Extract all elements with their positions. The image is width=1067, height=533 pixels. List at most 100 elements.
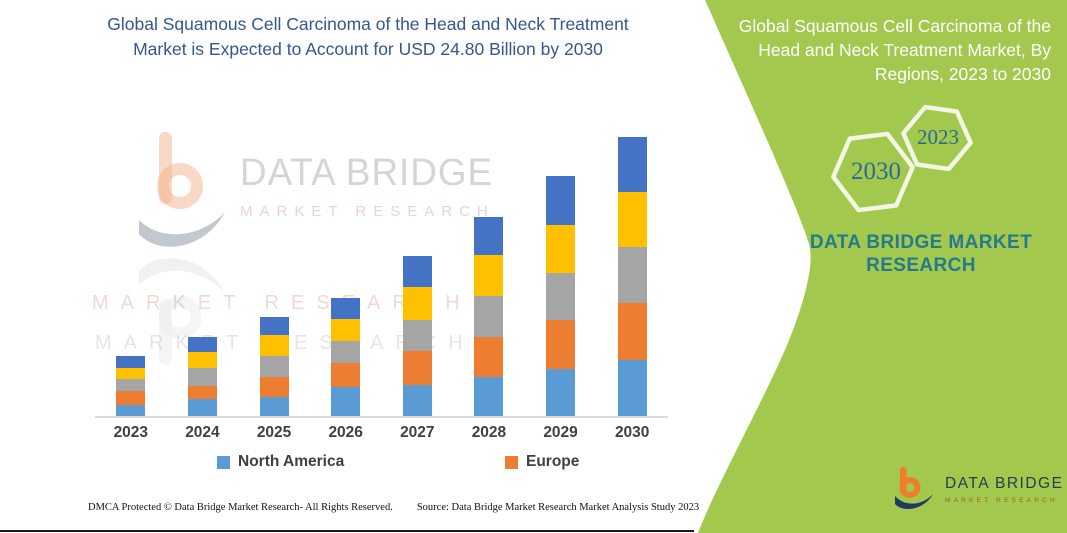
bar-segment <box>546 176 576 225</box>
bar-segment <box>402 286 432 321</box>
bar-segment <box>116 391 146 405</box>
panel-title: Global Squamous Cell Carcinoma of the He… <box>738 16 1051 84</box>
bar-segment <box>402 256 432 287</box>
bar-segment <box>617 359 647 416</box>
bar-column-2024 <box>167 130 239 416</box>
chart-title: Global Squamous Cell Carcinoma of the He… <box>107 14 629 59</box>
logo-brand-text: DATA BRIDGE <box>945 474 1064 492</box>
plot-area <box>95 130 668 418</box>
bar-segment <box>116 378 146 392</box>
legend-label: Europe <box>526 453 580 470</box>
bar-segment <box>187 385 217 400</box>
company-logo: DATA BRIDGE MARKET RESEARCH <box>893 466 1063 512</box>
legend-swatch-icon <box>217 455 230 469</box>
bar-segment <box>259 376 289 397</box>
hexagon-2030-icon <box>831 131 915 213</box>
x-tick-label: 2024 <box>185 424 220 441</box>
bar-segment <box>474 337 504 377</box>
watermark-reflection <box>133 244 501 369</box>
bar-segment <box>187 399 217 416</box>
bar-segment <box>187 367 217 386</box>
bar-stack-2029 <box>546 176 576 416</box>
bar-stack-2024 <box>187 337 217 416</box>
bar-segment <box>116 404 146 416</box>
bar-segment <box>259 396 289 416</box>
x-tick-label: 2029 <box>543 424 578 441</box>
bar-segment <box>474 295 504 338</box>
bar-segment <box>259 356 289 377</box>
bar-segment <box>546 273 576 321</box>
bar-segment <box>331 340 361 364</box>
bar-column-2029 <box>525 130 597 416</box>
footer: DMCA Protected © Data Bridge Market Rese… <box>88 502 699 513</box>
bar-column-2023 <box>95 130 167 416</box>
logo-text: DATA BRIDGE MARKET RESEARCH <box>945 475 1063 504</box>
x-tick-label: 2026 <box>328 424 363 441</box>
bar-segment <box>474 376 504 416</box>
bar-segment <box>259 334 289 357</box>
logo-sub-text: MARKET RESEARCH <box>945 496 1058 504</box>
legend-swatch-icon <box>505 455 518 469</box>
bar-segment <box>474 216 504 256</box>
bar-column-2026 <box>310 130 382 416</box>
bar-segment <box>331 363 361 387</box>
watermark-echo-line-1: MARKET RESEARCH <box>92 292 472 314</box>
bar-segment <box>331 297 361 320</box>
bar-column-2030 <box>596 130 668 416</box>
bottom-border-line <box>0 530 694 532</box>
panel-brand-text: DATA BRIDGE MARKET RESEARCH <box>798 231 1044 277</box>
bar-segment <box>331 319 361 341</box>
data-bridge-logo-icon <box>895 467 933 510</box>
bar-segment <box>402 350 432 385</box>
x-tick-label: 2023 <box>113 424 149 441</box>
bar-segment <box>546 320 576 369</box>
bar-segment <box>617 303 647 360</box>
legend-item-europe: Europe <box>505 453 579 471</box>
watermark-logo-icon <box>139 132 225 247</box>
x-tick-label: 2028 <box>471 424 507 441</box>
bar-segment <box>617 247 647 304</box>
hexagons-graphic <box>831 104 973 213</box>
bar-segment <box>259 316 289 335</box>
x-tick-label: 2025 <box>256 424 292 441</box>
hexagon-2023-icon <box>901 104 973 172</box>
bar-segment <box>187 351 217 368</box>
bar-segment <box>116 367 146 379</box>
legend-item-north-america: North America <box>217 453 344 471</box>
bar-column-2028 <box>453 130 525 416</box>
x-tick-label: 2030 <box>614 424 650 441</box>
bar-column-2025 <box>238 130 310 416</box>
bar-segment <box>617 192 647 248</box>
bar-stack-2027 <box>402 256 432 416</box>
bar-segment <box>187 337 217 352</box>
footer-source-text: Source: Data Bridge Market Research Mark… <box>416 502 700 513</box>
bar-segment <box>331 386 361 416</box>
bar-stack-2030 <box>617 136 647 416</box>
panel-brand-line2: RESEARCH <box>866 255 976 276</box>
bar-stack-2026 <box>331 297 361 416</box>
bar-stack-2028 <box>474 216 504 416</box>
watermark-text: DATA BRIDGE MARKET RESEARCH <box>240 152 501 220</box>
bar-segment <box>617 136 647 193</box>
hexagon-year-2030: 2030 <box>851 158 901 185</box>
hexagon-year-2023: 2023 <box>917 125 959 149</box>
bar-segment <box>402 384 432 416</box>
bar-segment <box>402 320 432 351</box>
watermark-sub-text: MARKET RESEARCH <box>240 203 495 220</box>
x-tick-label: 2027 <box>400 424 435 441</box>
bar-segment <box>546 224 576 274</box>
x-axis-labels: 2023 2024 2025 2026 2027 2028 2029 2030 <box>95 424 668 442</box>
legend-label: North America <box>238 453 345 470</box>
legend: North America Europe <box>95 453 668 481</box>
bar-segment <box>474 255 504 296</box>
watermark-main: DATA BRIDGE MARKET RESEARCH <box>133 128 501 258</box>
bar-segment <box>116 356 146 368</box>
bar-stack-2025 <box>259 316 289 416</box>
green-panel-shape <box>698 0 1067 533</box>
panel-brand-line1: DATA BRIDGE MARKET <box>809 232 1033 253</box>
bar-column-2027 <box>382 130 454 416</box>
bar-segment <box>546 368 576 416</box>
footer-dmca-text: DMCA Protected © Data Bridge Market Rese… <box>88 502 393 513</box>
bar-stack-2023 <box>116 356 146 416</box>
